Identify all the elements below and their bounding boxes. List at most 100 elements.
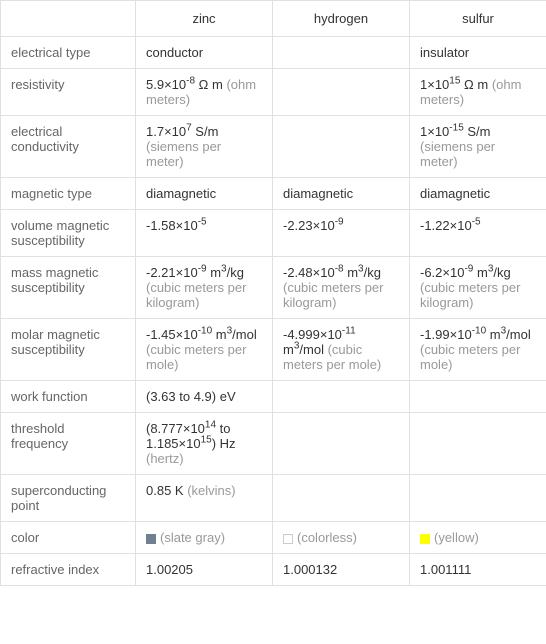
table-row: resistivity5.9×10-8 Ω m (ohm meters) 1×10…: [1, 69, 546, 116]
table-row: magnetic type diamagnetic diamagnetic diama…: [1, 178, 546, 210]
cell-sulfur: -6.2×10-9 m3/kg (cubic meters per kilogr…: [410, 257, 546, 319]
cell-unit: (kelvins): [187, 483, 235, 498]
cell-value: 1×1015 Ω m: [420, 77, 488, 92]
cell-hydrogen: diamagnetic: [273, 178, 410, 210]
cell-hydrogen: 1.000132: [273, 554, 410, 586]
table-row: electrical conductivity1.7×107 S/m (siem…: [1, 116, 546, 178]
cell-value: -2.23×10-9: [283, 218, 344, 233]
cell-unit: (cubic meters per mole): [146, 342, 246, 372]
cell-hydrogen: -2.48×10-8 m3/kg (cubic meters per kilog…: [273, 257, 410, 319]
cell-hydrogen: [273, 381, 410, 413]
cell-zinc: -1.58×10-5: [136, 210, 273, 257]
cell-value: 5.9×10-8 Ω m: [146, 77, 223, 92]
cell-sulfur: diamagnetic: [410, 178, 546, 210]
cell-value: diamagnetic: [146, 186, 216, 201]
cell-zinc: diamagnetic: [136, 178, 273, 210]
cell-unit: (hertz): [146, 451, 184, 466]
header-sulfur: sulfur: [410, 1, 546, 37]
cell-unit: (cubic meters per mole): [420, 342, 520, 372]
header-hydrogen: hydrogen: [273, 1, 410, 37]
cell-zinc: 0.85 K (kelvins): [136, 475, 273, 522]
cell-sulfur: 1.001111: [410, 554, 546, 586]
row-label: resistivity: [1, 69, 136, 116]
row-label: mass magnetic susceptibility: [1, 257, 136, 319]
cell-hydrogen: -4.999×10-11 m3/mol (cubic meters per mo…: [273, 319, 410, 381]
cell-zinc: (slate gray): [136, 522, 273, 554]
cell-hydrogen: [273, 69, 410, 116]
table-row: volume magnetic susceptibility -1.58×10-5…: [1, 210, 546, 257]
cell-zinc: (3.63 to 4.9) eV: [136, 381, 273, 413]
row-label: magnetic type: [1, 178, 136, 210]
cell-value: 1.00205: [146, 562, 193, 577]
cell-hydrogen: [273, 37, 410, 69]
cell-value: 1.000132: [283, 562, 337, 577]
properties-table: zinc hydrogen sulfur electrical type cond…: [0, 0, 546, 586]
cell-value: insulator: [420, 45, 469, 60]
cell-sulfur: 1×10-15 S/m (siemens per meter): [410, 116, 546, 178]
cell-value: conductor: [146, 45, 203, 60]
header-empty: [1, 1, 136, 37]
cell-unit: (cubic meters per kilogram): [283, 280, 383, 310]
cell-zinc: 1.7×107 S/m (siemens per meter): [136, 116, 273, 178]
cell-sulfur: [410, 475, 546, 522]
cell-value: 1.7×107 S/m: [146, 124, 218, 139]
cell-unit: (siemens per meter): [420, 139, 495, 169]
cell-zinc: (8.777×1014 to 1.185×1015) Hz (hertz): [136, 413, 273, 475]
table-row: electrical type conductor insulator: [1, 37, 546, 69]
cell-hydrogen: (colorless): [273, 522, 410, 554]
cell-value: -1.45×10-10 m3/mol: [146, 327, 257, 342]
row-label: superconducting point: [1, 475, 136, 522]
cell-zinc: -1.45×10-10 m3/mol (cubic meters per mol…: [136, 319, 273, 381]
cell-zinc: -2.21×10-9 m3/kg (cubic meters per kilog…: [136, 257, 273, 319]
row-label: refractive index: [1, 554, 136, 586]
row-label: color: [1, 522, 136, 554]
header-zinc: zinc: [136, 1, 273, 37]
color-label: (yellow): [434, 530, 479, 545]
cell-value: -1.22×10-5: [420, 218, 481, 233]
cell-zinc: conductor: [136, 37, 273, 69]
table-row: color (slate gray) (colorless) (yellow): [1, 522, 546, 554]
cell-sulfur: [410, 413, 546, 475]
cell-hydrogen: [273, 475, 410, 522]
table-row: superconducting point0.85 K (kelvins): [1, 475, 546, 522]
cell-unit: (cubic meters per kilogram): [146, 280, 246, 310]
table-body: electrical type conductor insulator resisti…: [1, 37, 546, 586]
cell-sulfur: 1×1015 Ω m (ohm meters): [410, 69, 546, 116]
cell-sulfur: -1.99×10-10 m3/mol (cubic meters per mol…: [410, 319, 546, 381]
cell-hydrogen: [273, 116, 410, 178]
header-row: zinc hydrogen sulfur: [1, 1, 546, 37]
cell-unit: (cubic meters per kilogram): [420, 280, 520, 310]
table-row: work function (3.63 to 4.9) eV: [1, 381, 546, 413]
row-label: molar magnetic susceptibility: [1, 319, 136, 381]
color-label: (colorless): [297, 530, 357, 545]
cell-value: -1.58×10-5: [146, 218, 207, 233]
cell-sulfur: -1.22×10-5: [410, 210, 546, 257]
cell-value: (8.777×1014 to 1.185×1015) Hz: [146, 421, 236, 451]
cell-value: diamagnetic: [420, 186, 490, 201]
cell-hydrogen: -2.23×10-9: [273, 210, 410, 257]
color-swatch: [283, 534, 293, 544]
color-swatch: [420, 534, 430, 544]
cell-sulfur: [410, 381, 546, 413]
cell-value: (3.63 to 4.9) eV: [146, 389, 236, 404]
cell-hydrogen: [273, 413, 410, 475]
cell-unit: (siemens per meter): [146, 139, 221, 169]
cell-zinc: 5.9×10-8 Ω m (ohm meters): [136, 69, 273, 116]
color-label: (slate gray): [160, 530, 225, 545]
cell-sulfur: (yellow): [410, 522, 546, 554]
row-label: work function: [1, 381, 136, 413]
table-row: threshold frequency(8.777×1014 to 1.185×…: [1, 413, 546, 475]
row-label: volume magnetic susceptibility: [1, 210, 136, 257]
cell-value: -1.99×10-10 m3/mol: [420, 327, 531, 342]
color-swatch: [146, 534, 156, 544]
cell-sulfur: insulator: [410, 37, 546, 69]
cell-value: -2.48×10-8 m3/kg: [283, 265, 381, 280]
row-label: threshold frequency: [1, 413, 136, 475]
row-label: electrical type: [1, 37, 136, 69]
cell-value: 0.85 K: [146, 483, 184, 498]
table-row: refractive index 1.00205 1.000132 1.001111: [1, 554, 546, 586]
row-label: electrical conductivity: [1, 116, 136, 178]
cell-value: diamagnetic: [283, 186, 353, 201]
cell-value: -6.2×10-9 m3/kg: [420, 265, 511, 280]
cell-value: 1×10-15 S/m: [420, 124, 490, 139]
